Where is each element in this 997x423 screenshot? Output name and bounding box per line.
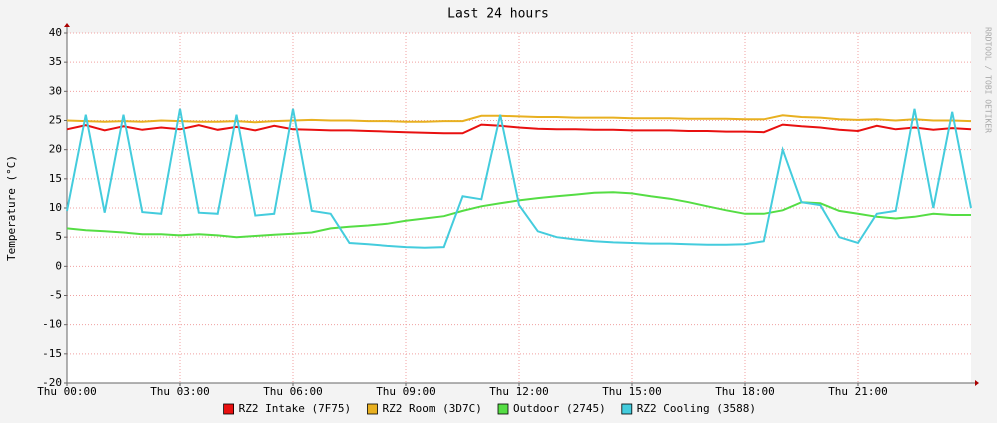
x-tick-label: Thu 06:00 — [263, 385, 323, 398]
series-line — [66, 123, 972, 135]
watermark: RRDTOOL / TOBI OETIKER — [984, 27, 993, 133]
y-tick-label: 20 — [49, 143, 62, 156]
legend-label: RZ2 Room (3D7C) — [383, 402, 482, 415]
legend-label: RZ2 Intake (7F75) — [239, 402, 352, 415]
legend-swatch — [367, 403, 378, 415]
legend-label: RZ2 Cooling (3588) — [637, 402, 756, 415]
x-tick-label: Thu 15:00 — [602, 385, 662, 398]
legend-swatch — [497, 403, 509, 415]
series-line — [66, 108, 972, 249]
y-tick-label: -20 — [42, 376, 62, 389]
y-tick-label: -10 — [42, 318, 62, 331]
y-tick-label: -15 — [42, 347, 62, 360]
x-tick-label: Thu 18:00 — [715, 385, 775, 398]
x-tick-label: Thu 09:00 — [376, 385, 436, 398]
y-tick-label: 25 — [49, 114, 62, 127]
axis-arrow — [975, 380, 979, 386]
y-tick-label: 15 — [49, 172, 62, 185]
y-tick-label: 5 — [55, 230, 62, 243]
axis-arrow — [64, 23, 70, 27]
y-tick-label: 40 — [49, 26, 62, 39]
x-tick-label: Thu 12:00 — [489, 385, 549, 398]
legend-label: Outdoor (2745) — [513, 402, 606, 415]
legend-swatch — [621, 403, 633, 415]
chart-title: Last 24 hours — [447, 7, 549, 22]
y-tick-label: 30 — [49, 84, 62, 97]
series-line — [66, 114, 972, 124]
y-tick-label: 10 — [49, 201, 62, 214]
y-tick-label: -5 — [49, 289, 62, 302]
x-tick-label: Thu 03:00 — [150, 385, 210, 398]
y-tick-label: 35 — [49, 55, 62, 68]
y-axis-label: Temperature (°C) — [5, 155, 18, 261]
y-tick-label: 0 — [55, 259, 62, 272]
legend: RZ2 Intake (7F75) RZ2 Room (3D7C) Outdoor … — [223, 402, 756, 415]
x-tick-label: Thu 00:00 — [37, 385, 97, 398]
legend-swatch — [223, 403, 235, 415]
x-tick-label: Thu 21:00 — [828, 385, 888, 398]
